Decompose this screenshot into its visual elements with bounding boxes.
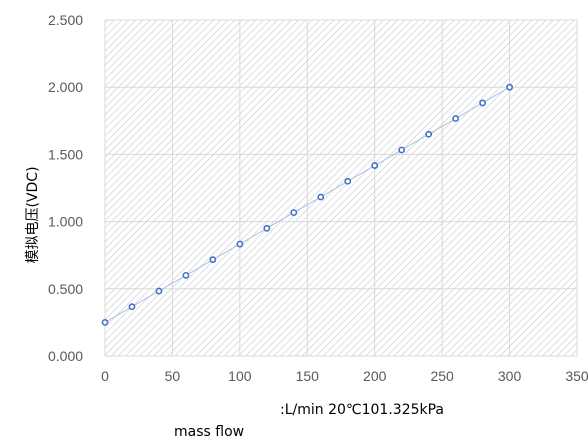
y-tick-label: 0.500 [48, 281, 83, 297]
data-point [155, 287, 163, 295]
y-axis-ticks: 0.000 0.500 1.000 1.500 2.000 2.500 [48, 12, 83, 364]
x-tick-label: 0 [101, 368, 109, 384]
data-point [398, 146, 406, 154]
plot-area [105, 20, 577, 356]
y-tick-label: 0.000 [48, 348, 83, 364]
data-point [182, 271, 190, 279]
data-point [425, 130, 433, 138]
x-tick-label: 150 [296, 368, 320, 384]
data-point [479, 99, 486, 107]
data-point [128, 303, 136, 311]
x-tick-label: 300 [498, 368, 522, 384]
x-axis-label: mass flow [174, 424, 244, 440]
unit-note: :L/min 20℃101.325kPa [280, 402, 444, 418]
x-tick-label: 200 [363, 368, 387, 384]
data-point [101, 318, 109, 326]
data-point [506, 83, 513, 91]
series-line [104, 86, 510, 323]
y-tick-label: 1.500 [48, 146, 83, 162]
x-tick-label: 50 [165, 368, 181, 384]
gridlines [104, 19, 578, 357]
y-tick-label: 2.500 [48, 12, 83, 28]
data-point [209, 256, 217, 264]
y-tick-label: 1.000 [48, 214, 83, 230]
data-point [452, 115, 460, 122]
x-axis-ticks: 0 50 100 150 200 250 300 350 [101, 368, 588, 384]
x-tick-label: 250 [430, 368, 454, 384]
data-point [263, 224, 271, 232]
data-point [371, 162, 379, 169]
data-point [317, 193, 325, 201]
x-tick-label: 350 [565, 368, 588, 384]
data-point [344, 177, 352, 185]
y-axis-label: 模拟电压(VDC) [25, 166, 41, 263]
data-point [290, 209, 298, 216]
data-point [236, 240, 244, 248]
y-tick-label: 2.000 [48, 79, 83, 95]
data-series [101, 83, 513, 326]
x-tick-label: 100 [228, 368, 252, 384]
